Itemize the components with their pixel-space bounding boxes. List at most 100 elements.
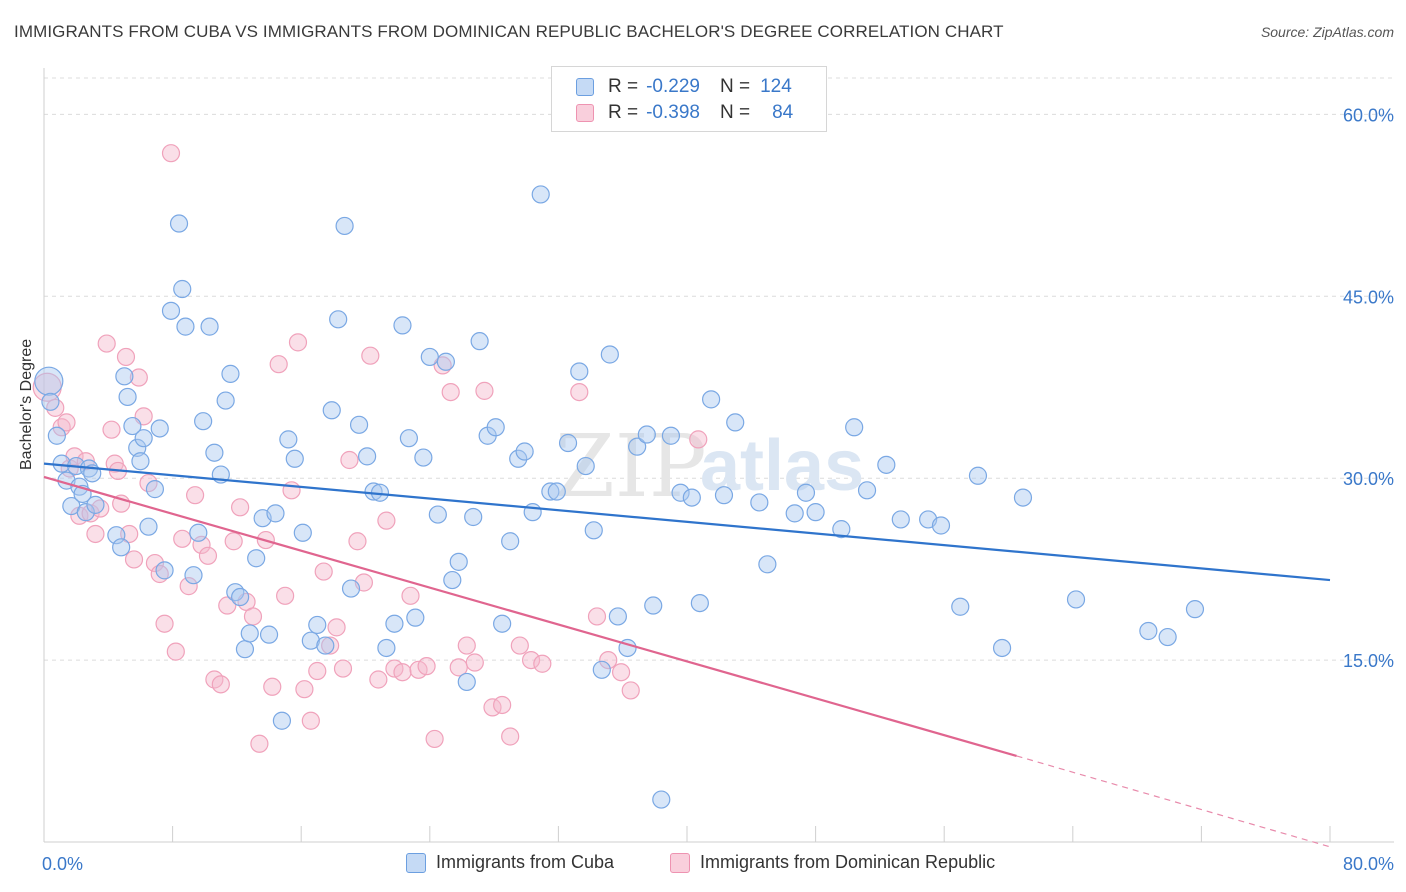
cuba-point bbox=[335, 216, 354, 236]
cuba-point bbox=[47, 426, 66, 445]
dominican-point bbox=[282, 481, 301, 500]
legend-row-cuba: R = -0.229 N = 124 bbox=[576, 76, 792, 98]
legend-swatch-dominican bbox=[576, 104, 594, 122]
cuba-point bbox=[341, 579, 361, 598]
cuba-point bbox=[652, 790, 671, 809]
legend-r-value: -0.229 bbox=[646, 76, 700, 97]
cuba-point bbox=[443, 570, 462, 590]
watermark-zip: ZIP bbox=[555, 417, 707, 517]
cuba-point bbox=[385, 614, 404, 633]
dominican-point bbox=[155, 614, 174, 633]
cuba-point bbox=[690, 593, 709, 613]
cuba-point bbox=[41, 392, 60, 411]
dominican-point bbox=[129, 368, 148, 387]
cuba-point bbox=[194, 412, 213, 431]
cuba-point bbox=[877, 455, 896, 474]
y-tick-label: 30.0% bbox=[1343, 469, 1394, 489]
dominican-point bbox=[173, 529, 192, 548]
dominican-point bbox=[611, 663, 631, 682]
cuba-point bbox=[308, 615, 327, 635]
legend-item-cuba: Immigrants from Cuba bbox=[406, 852, 614, 873]
cuba-point bbox=[86, 495, 105, 514]
cuba-point bbox=[515, 442, 534, 461]
legend-label-cuba: Immigrants from Cuba bbox=[436, 852, 615, 872]
cuba-point bbox=[34, 366, 64, 396]
legend-n-label: N = bbox=[719, 102, 751, 123]
source-label: Source: ZipAtlas.com bbox=[1260, 24, 1394, 40]
cuba-point bbox=[349, 415, 369, 434]
cuba-point bbox=[316, 636, 335, 655]
cuba-point bbox=[1066, 590, 1086, 609]
dominican-point bbox=[218, 596, 237, 615]
cuba-point bbox=[76, 503, 95, 522]
watermark: ZIP atlas bbox=[555, 417, 864, 517]
cuba-point bbox=[493, 614, 512, 633]
cuba-point bbox=[272, 711, 292, 730]
cuba-point bbox=[547, 482, 566, 501]
dominican-point bbox=[301, 711, 320, 730]
cuba-point bbox=[216, 391, 235, 410]
dominican-trend-extension bbox=[1016, 755, 1331, 848]
cuba-point bbox=[832, 520, 851, 539]
dominican-point bbox=[401, 586, 420, 605]
chart-title: IMMIGRANTS FROM CUBA VS IMMIGRANTS FROM … bbox=[14, 22, 1004, 41]
legend-label-dominican: Immigrants from Dominican Republic bbox=[700, 852, 996, 872]
dominican-point bbox=[393, 663, 412, 682]
cuba-point bbox=[161, 301, 181, 320]
cuba-point bbox=[436, 352, 455, 371]
axes bbox=[43, 68, 1394, 843]
cuba-point bbox=[184, 566, 203, 585]
cuba-point bbox=[758, 555, 777, 574]
y-tick-label: 15.0% bbox=[1343, 651, 1394, 671]
cuba-point bbox=[891, 510, 910, 529]
dominican-point bbox=[599, 650, 618, 670]
dominican-point bbox=[340, 450, 359, 470]
dominican-point bbox=[102, 420, 121, 439]
cuba-point bbox=[322, 401, 341, 420]
cuba-point bbox=[200, 317, 219, 336]
trend-lines bbox=[43, 462, 1331, 848]
dominican-point bbox=[263, 677, 282, 696]
dominican-point bbox=[269, 355, 288, 374]
cuba-point bbox=[592, 660, 611, 679]
cuba-point bbox=[155, 561, 174, 580]
cuba-point bbox=[240, 624, 259, 643]
dominican-point bbox=[231, 498, 250, 517]
dominican-point bbox=[97, 334, 116, 353]
cuba-point bbox=[235, 640, 255, 659]
cuba-point bbox=[608, 607, 627, 626]
cuba-point bbox=[128, 438, 147, 457]
dominican-point bbox=[621, 681, 640, 700]
cuba-point bbox=[714, 486, 734, 505]
dominican-point bbox=[179, 577, 198, 596]
dominican-point bbox=[308, 661, 327, 681]
dominican-point bbox=[120, 524, 139, 544]
cuba-point bbox=[205, 443, 224, 462]
legend-n-value: 124 bbox=[760, 76, 792, 97]
cuba-point bbox=[176, 317, 195, 336]
y-tick-label: 45.0% bbox=[1343, 287, 1394, 307]
dominican-point bbox=[295, 680, 314, 699]
cuba-point bbox=[806, 503, 825, 522]
cuba-point bbox=[139, 517, 158, 536]
legend-row-dominican: R = -0.398 N = 84 bbox=[576, 102, 793, 124]
cuba-point bbox=[123, 416, 142, 436]
cuba-point bbox=[785, 504, 804, 523]
cuba-point bbox=[293, 523, 312, 542]
cuba-point bbox=[428, 505, 447, 524]
cuba-point bbox=[406, 608, 425, 627]
cuba-point bbox=[464, 507, 483, 527]
legend-swatch-dominican bbox=[670, 852, 690, 873]
dominican-point bbox=[276, 586, 295, 605]
cuba-trend-line bbox=[43, 462, 1331, 582]
dominican-point bbox=[161, 144, 181, 163]
dominican-point bbox=[521, 650, 541, 670]
cuba-point bbox=[501, 532, 520, 551]
series-cuba-points bbox=[34, 185, 1205, 809]
cuba-point bbox=[247, 549, 266, 568]
cuba-point bbox=[570, 362, 589, 381]
dominican-point bbox=[457, 636, 476, 655]
dominican-point bbox=[587, 607, 607, 626]
cuba-point bbox=[169, 214, 189, 233]
